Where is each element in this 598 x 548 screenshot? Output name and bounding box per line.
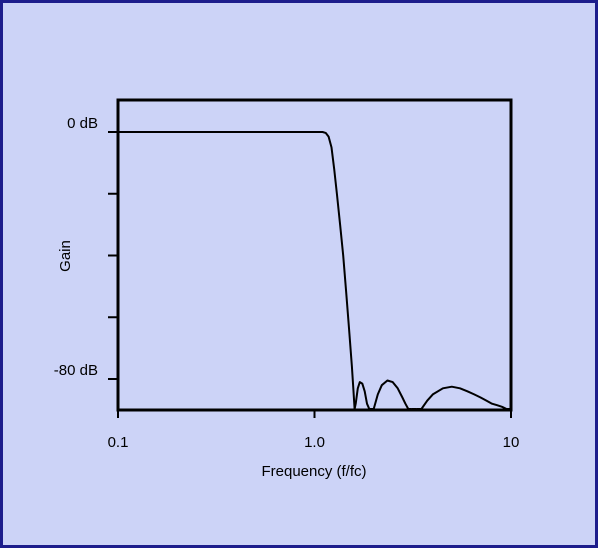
y-tick-label: 0 dB	[67, 115, 98, 132]
series-line	[372, 379, 410, 410]
series-line	[353, 381, 371, 410]
x-tick-label: 1.0	[304, 434, 325, 451]
y-axis-label: Gain	[57, 240, 74, 272]
plot-area: 0 dB -80 dB 0.1 1.0 10	[54, 98, 520, 451]
plot-frame	[116, 98, 513, 412]
x-tick-label: 10	[503, 434, 520, 451]
x-axis-label: Frequency (f/fc)	[261, 463, 366, 480]
y-tick-label: -80 dB	[54, 362, 98, 379]
series-line	[118, 131, 356, 410]
series-line	[420, 385, 508, 410]
x-tick-label: 0.1	[108, 434, 129, 451]
